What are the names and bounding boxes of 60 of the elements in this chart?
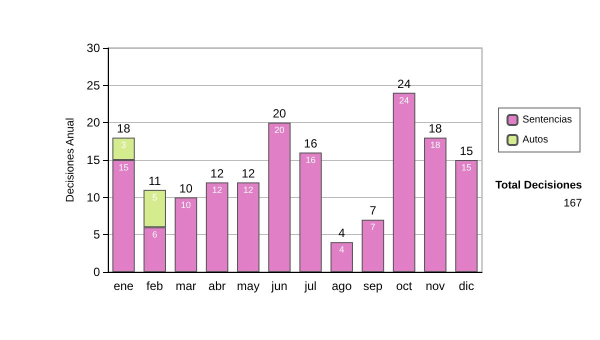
total-label: 18 [428, 122, 442, 136]
y-tick-label: 30 [86, 41, 100, 55]
bar [299, 152, 322, 272]
x-tick-label: dic [458, 279, 474, 293]
x-tick-label: mar [176, 279, 196, 293]
bar [174, 197, 198, 272]
total-label: 24 [397, 76, 412, 91]
bar [392, 92, 416, 272]
bar [268, 122, 291, 272]
data-label: 20 [274, 125, 284, 136]
bar [424, 138, 446, 272]
data-label: 18 [430, 140, 440, 150]
x-tick-label: sep [363, 279, 383, 293]
data-label: 24 [399, 95, 410, 106]
data-label: 6 [152, 230, 158, 240]
bar [237, 182, 260, 272]
x-tick-label: jun [270, 279, 288, 293]
total-label: 15 [460, 144, 474, 158]
x-tick-label: jul [304, 279, 317, 293]
data-label: 4 [339, 244, 344, 255]
bar [455, 160, 478, 272]
bar [206, 182, 228, 272]
total-label: 11 [148, 174, 162, 188]
y-axis-title: Decisiones Anual [64, 118, 76, 202]
total-label: 4 [338, 226, 346, 240]
data-label: 3 [121, 140, 126, 150]
bar [362, 220, 384, 272]
total-label: 18 [116, 122, 131, 136]
bar [330, 242, 353, 272]
data-label: 15 [461, 162, 472, 172]
x-tick-label: ene [114, 279, 134, 293]
y-tick-label: 20 [86, 116, 100, 130]
total-label: 10 [179, 181, 193, 196]
text: 167 [564, 198, 582, 210]
x-tick-label: ago [332, 279, 352, 293]
data-label: 15 [118, 162, 129, 172]
y-tick-label: 0 [93, 265, 100, 279]
y-tick-label: 25 [86, 78, 100, 92]
legend-label: Sentencias [522, 114, 572, 126]
y-tick-label: 10 [86, 190, 100, 204]
total-label: 16 [304, 136, 318, 151]
x-tick-label: may [236, 279, 260, 293]
x-tick-label: abr [208, 279, 226, 293]
legend-label: Autos [522, 134, 548, 146]
data-label: 10 [180, 200, 191, 210]
data-label: 12 [243, 184, 254, 195]
total-label: 12 [242, 166, 256, 180]
data-label: 16 [306, 155, 316, 166]
y-tick-label: 5 [93, 228, 100, 242]
data-label: 12 [212, 184, 222, 195]
x-tick-label: oct [396, 279, 413, 293]
x-tick-label: feb [146, 279, 164, 293]
x-tick-label: nov [426, 279, 445, 293]
data-label: 5 [152, 192, 158, 202]
y-tick-label: 15 [86, 153, 100, 167]
data-label: 7 [370, 222, 376, 232]
total-label: 12 [210, 166, 224, 180]
text: Total Decisiones [495, 180, 582, 192]
total-label: 7 [370, 204, 377, 218]
total-label: 20 [272, 106, 286, 121]
